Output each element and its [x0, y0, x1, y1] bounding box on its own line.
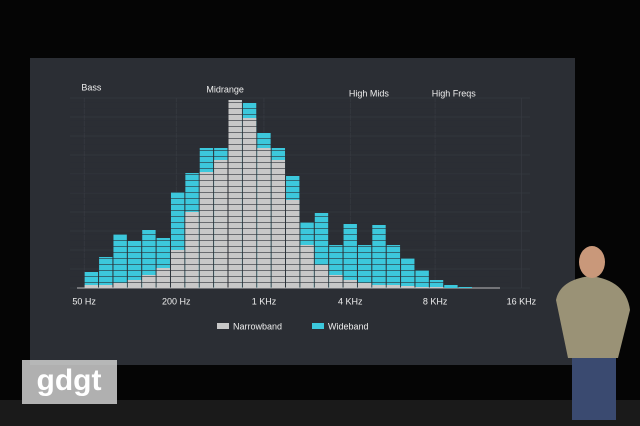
bar [401, 286, 415, 288]
region-label: Bass [81, 82, 102, 92]
x-tick-label: 4 KHz [338, 296, 363, 306]
bar [286, 200, 300, 288]
presenter-head [579, 246, 605, 278]
bar [271, 160, 286, 288]
region-label: Midrange [206, 84, 244, 94]
bar [429, 280, 444, 288]
legend-label: Wideband [328, 321, 369, 331]
region-label: High Freqs [432, 88, 477, 98]
presenter [556, 246, 630, 420]
x-tick-label: 200 Hz [162, 296, 191, 306]
bar [142, 275, 156, 288]
bar [357, 245, 372, 288]
stage-floor [0, 400, 640, 426]
bar [113, 234, 127, 288]
bar [214, 160, 228, 288]
legend-label: Narrowband [233, 321, 282, 331]
bar [156, 268, 170, 288]
region-label: High Mids [349, 88, 390, 98]
bar [415, 287, 429, 288]
x-tick-label: 1 KHz [252, 296, 277, 306]
legend-swatch [312, 323, 324, 329]
bar [300, 245, 314, 288]
bar [170, 250, 185, 288]
x-tick-label: 8 KHz [423, 296, 448, 306]
watermark-box [22, 360, 117, 404]
bar [242, 118, 257, 288]
bar [372, 225, 386, 288]
bar [386, 245, 401, 288]
legend-swatch [217, 323, 229, 329]
bar [415, 270, 429, 288]
bar [199, 172, 214, 288]
bar [99, 257, 113, 288]
bar [458, 287, 472, 288]
bar [372, 285, 386, 288]
x-tick-label: 50 Hz [72, 296, 96, 306]
bar [84, 285, 99, 288]
presenter-legs [572, 350, 616, 420]
presenter-shirt [556, 276, 630, 358]
bar [386, 285, 401, 288]
bar [113, 283, 127, 288]
bar [401, 258, 415, 288]
bar [444, 285, 458, 288]
bar [257, 148, 271, 288]
bar [127, 280, 142, 288]
bar [99, 285, 113, 288]
bar [357, 283, 372, 288]
bar [314, 265, 329, 288]
bar [185, 212, 199, 288]
bar [429, 287, 444, 288]
watermark: gdgt [37, 364, 102, 397]
slide [30, 58, 575, 365]
x-tick-label: 16 KHz [507, 296, 537, 306]
bar [343, 224, 357, 288]
bar [343, 280, 357, 288]
bar [329, 275, 343, 288]
bar [228, 100, 242, 288]
